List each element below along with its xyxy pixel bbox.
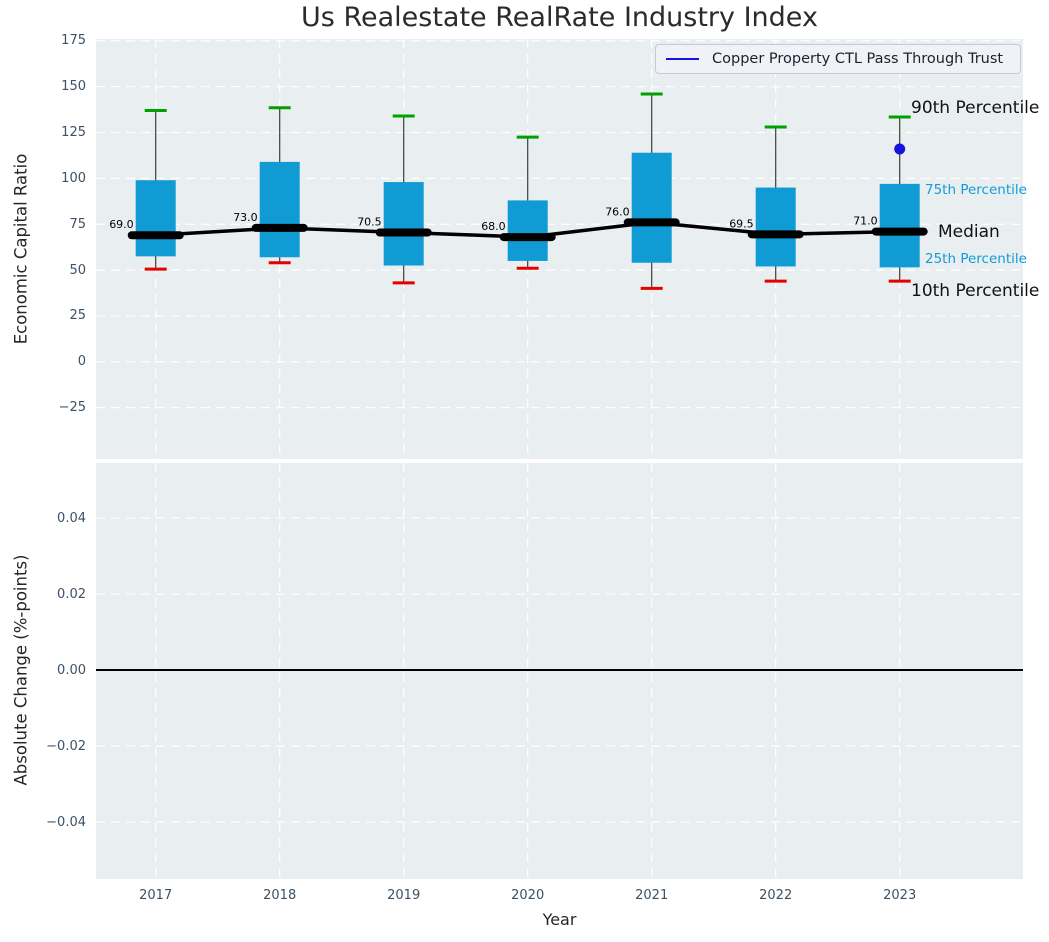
- y-tick-label: −0.04: [46, 814, 86, 830]
- median-marker: [251, 223, 308, 232]
- median-marker: [499, 233, 556, 242]
- absolute-change-panel: [96, 463, 1023, 879]
- median-value-label: 69.0: [109, 218, 134, 231]
- iqr-box: [879, 183, 920, 268]
- iqr-box: [259, 161, 300, 258]
- median-marker: [375, 228, 432, 237]
- median-value-label: 68.0: [481, 220, 506, 233]
- chart-title: Us Realestate RealRate Industry Index: [301, 2, 818, 33]
- iqr-box: [383, 182, 424, 266]
- y-tick-label: 0.00: [57, 662, 86, 678]
- boxplot-chart: 69.0 73.0 70.5 68.0 76.0 69.5 71.0: [96, 39, 1023, 459]
- y-tick-label: 125: [61, 125, 86, 141]
- x-tick-label: 2023: [883, 888, 917, 903]
- iqr-box: [135, 180, 176, 257]
- median-marker: [871, 227, 928, 236]
- y-tick-label: 25: [69, 308, 86, 324]
- y-tick-label: 0.04: [57, 510, 86, 526]
- boxplot-panel: 69.0 73.0 70.5 68.0 76.0 69.5 71.0: [96, 39, 1023, 459]
- annotation-median: Median: [938, 222, 1000, 242]
- median-value-label: 71.0: [853, 215, 878, 228]
- legend-line-swatch-icon: [666, 58, 699, 60]
- median-marker: [747, 230, 804, 239]
- x-tick-label: 2018: [263, 888, 297, 903]
- median-value-label: 70.5: [357, 215, 382, 228]
- x-axis-label: Year: [542, 910, 577, 929]
- x-tick-label: 2019: [387, 888, 421, 903]
- absolute-change-chart: [96, 463, 1023, 879]
- legend-label: Copper Property CTL Pass Through Trust: [712, 51, 1004, 67]
- median-value-label: 73.0: [233, 211, 258, 224]
- y-tick-label: 50: [69, 262, 86, 278]
- iqr-box: [507, 200, 548, 261]
- iqr-box: [755, 187, 796, 267]
- median-marker: [127, 231, 184, 240]
- annotation-25th-percentile: 25th Percentile: [925, 251, 1027, 267]
- company-data-point: [894, 143, 906, 155]
- median-value-label: 69.5: [729, 217, 754, 230]
- x-tick-label: 2022: [759, 888, 793, 903]
- y-tick-label: −25: [58, 400, 86, 416]
- legend: Copper Property CTL Pass Through Trust: [655, 44, 1021, 74]
- median-marker: [623, 218, 680, 227]
- y-tick-label: 175: [61, 33, 86, 49]
- y-tick-label: 150: [61, 79, 86, 95]
- x-tick-label: 2020: [511, 888, 545, 903]
- median-value-label: 76.0: [605, 205, 630, 218]
- y-tick-label: −0.02: [46, 738, 86, 754]
- y-tick-label: 0: [77, 354, 86, 370]
- annotation-75th-percentile: 75th Percentile: [925, 182, 1027, 198]
- x-tick-label: 2017: [139, 888, 173, 903]
- x-tick-label: 2021: [635, 888, 669, 903]
- y-tick-label: 75: [69, 216, 86, 232]
- annotation-10th-percentile: 10th Percentile: [911, 281, 1040, 301]
- y-tick-label: 100: [61, 170, 86, 186]
- y-tick-label: 0.02: [57, 586, 86, 602]
- annotation-90th-percentile: 90th Percentile: [911, 98, 1040, 118]
- iqr-box: [631, 152, 672, 263]
